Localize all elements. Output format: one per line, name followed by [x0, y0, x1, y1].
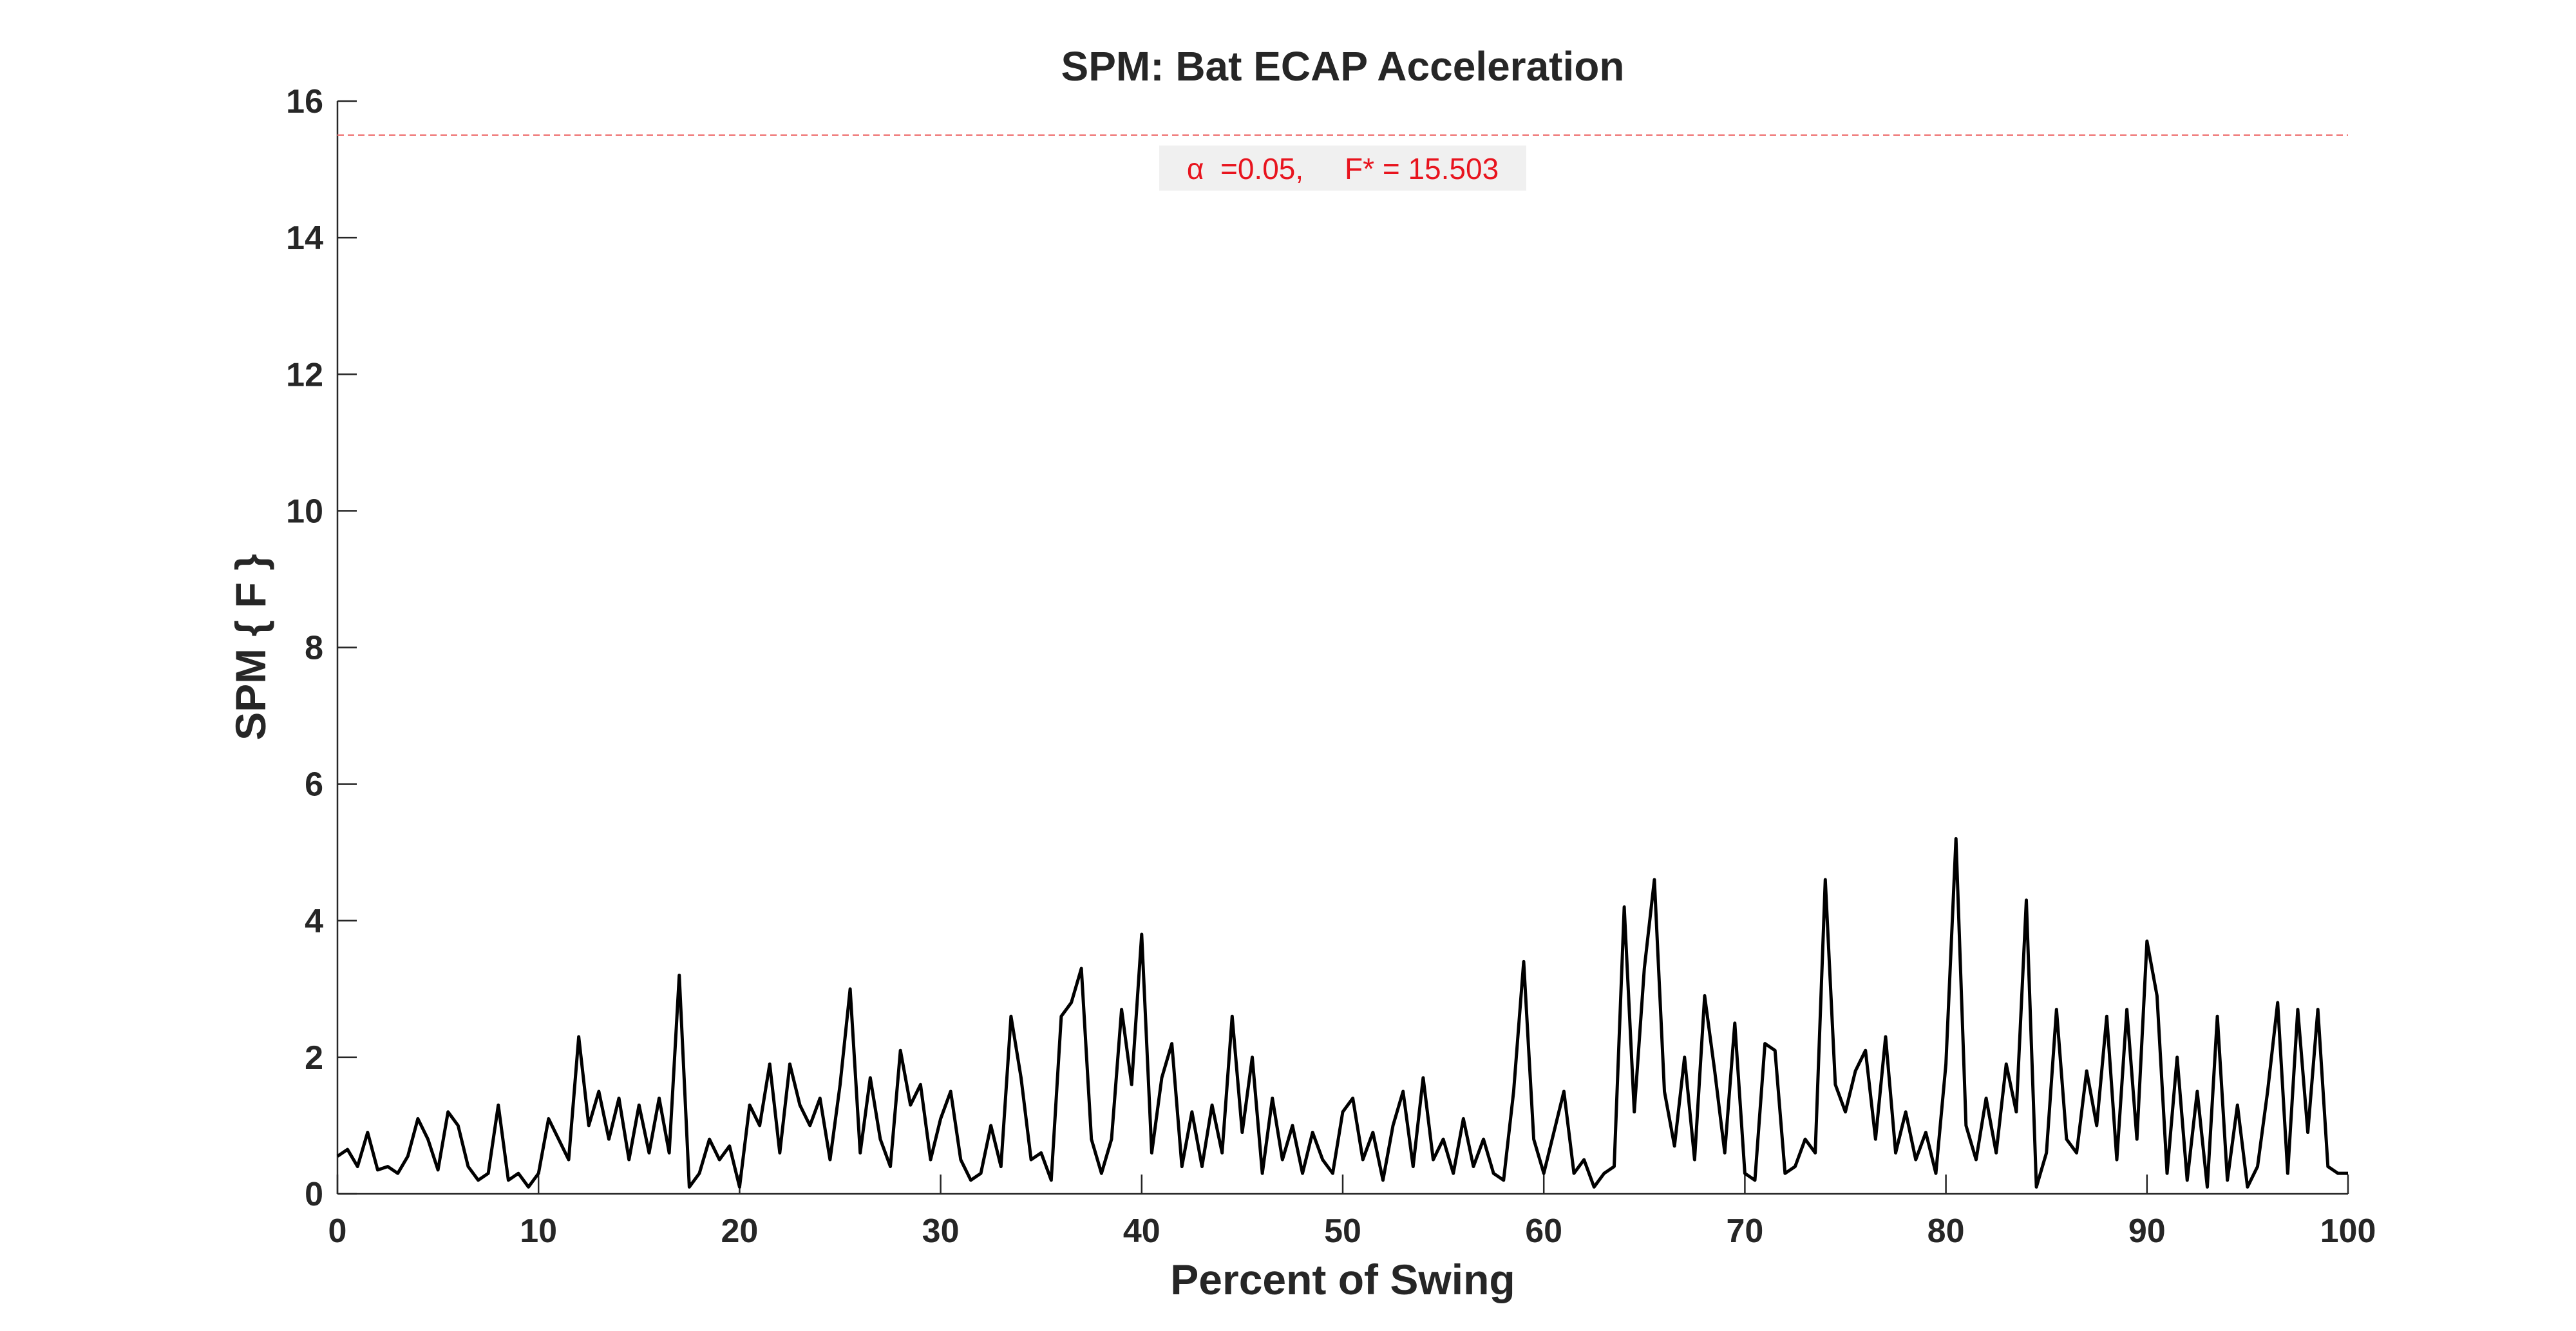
annotation-box [1159, 146, 1526, 191]
data-line [336, 836, 2348, 1189]
y-tick-label: 12 [286, 356, 323, 393]
x-tick-label: 100 [2320, 1213, 2376, 1250]
y-axis-label: SPM { F } [227, 554, 274, 741]
x-tick-label: 70 [1726, 1213, 1763, 1250]
x-tick-label: 60 [1525, 1213, 1562, 1250]
y-tick-label: 16 [286, 83, 323, 120]
x-tick-label: 30 [922, 1213, 960, 1250]
chart-title: SPM: Bat ECAP Acceleration [1061, 43, 1625, 90]
y-tick-label: 14 [286, 220, 323, 257]
y-tick-label: 10 [286, 493, 323, 530]
x-axis-label: Percent of Swing [1170, 1256, 1515, 1303]
x-tick-label: 0 [328, 1213, 347, 1250]
y-tick-label: 6 [305, 766, 323, 804]
y-tick-label: 8 [305, 630, 323, 667]
y-tick-label: 2 [305, 1039, 323, 1077]
x-tick-label: 80 [1927, 1213, 1965, 1250]
y-tick-label: 4 [305, 903, 323, 940]
x-tick-label: 90 [2128, 1213, 2166, 1250]
x-tick-label: 50 [1324, 1213, 1361, 1250]
y-tick-label: 0 [305, 1176, 323, 1213]
threshold-annotation: α =0.05, F* = 15.503 [1187, 152, 1499, 185]
x-tick-label: 10 [520, 1213, 557, 1250]
x-tick-label: 40 [1123, 1213, 1160, 1250]
x-tick-label: 20 [721, 1213, 758, 1250]
